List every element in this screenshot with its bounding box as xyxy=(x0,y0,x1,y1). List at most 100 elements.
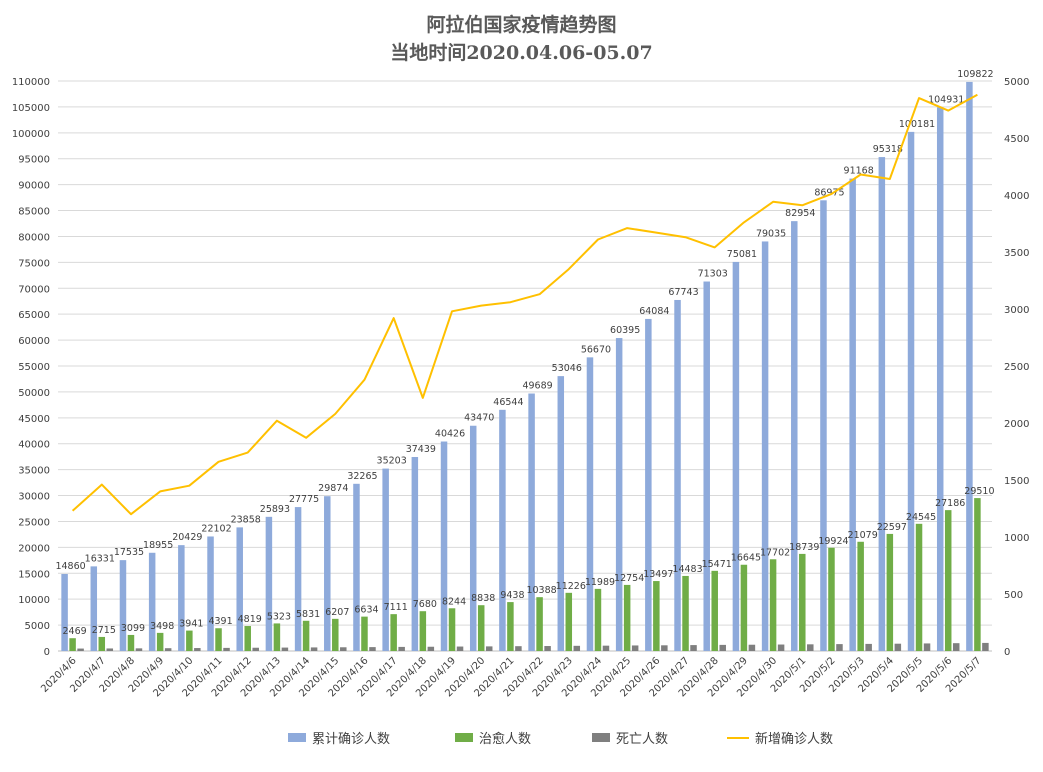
legend-label-new: 新增确诊人数 xyxy=(755,732,834,747)
legend-item-recovered: 治愈人数 xyxy=(455,728,531,747)
y-left-tick-label: 80000 xyxy=(18,232,50,243)
bar-deaths xyxy=(310,647,318,651)
data-label-recovered: 9438 xyxy=(500,590,524,601)
bar-recovered xyxy=(565,592,573,651)
bar-deaths xyxy=(719,644,726,651)
bar-total xyxy=(761,241,769,651)
data-label-recovered: 14483 xyxy=(672,564,702,575)
y-left-tick-label: 40000 xyxy=(18,440,50,451)
bar-total xyxy=(936,107,944,651)
bar-recovered xyxy=(361,616,368,651)
bar-total xyxy=(703,281,710,651)
data-label-recovered: 3498 xyxy=(150,621,174,632)
data-label-total: 43470 xyxy=(464,413,494,424)
bar-recovered xyxy=(419,611,427,651)
bar-total xyxy=(294,507,302,651)
data-label-recovered: 5323 xyxy=(267,611,291,622)
bar-deaths xyxy=(777,644,785,651)
bar-total xyxy=(440,441,448,651)
bar-total xyxy=(820,200,827,651)
legend-item-deaths: 死亡人数 xyxy=(592,728,668,747)
bar-total xyxy=(382,468,389,651)
line-new-cases xyxy=(71,93,978,516)
y-right-tick-label: 3000 xyxy=(1004,305,1029,316)
data-label-total: 56670 xyxy=(581,344,611,355)
bar-total xyxy=(528,393,535,651)
bar-recovered xyxy=(186,630,193,651)
data-label-recovered: 6634 xyxy=(354,605,378,616)
bar-recovered xyxy=(740,564,748,651)
bar-total xyxy=(557,376,565,651)
bar-recovered xyxy=(98,636,106,651)
bar-deaths xyxy=(894,643,902,651)
y-left-tick-label: 10000 xyxy=(18,595,50,606)
data-label-recovered: 18739 xyxy=(789,542,819,553)
bar-total xyxy=(586,357,594,651)
bar-total xyxy=(645,318,652,651)
data-label-total: 109822 xyxy=(957,69,993,80)
bar-recovered xyxy=(448,608,456,651)
bar-total xyxy=(61,573,68,651)
bar-total xyxy=(849,178,856,652)
bar-recovered xyxy=(215,628,222,651)
bar-total xyxy=(732,261,740,651)
data-label-total: 60395 xyxy=(610,325,640,336)
data-label-total: 53046 xyxy=(552,363,582,374)
data-label-recovered: 2715 xyxy=(92,625,116,636)
legend-label-deaths: 死亡人数 xyxy=(616,732,669,747)
chart-legend: 累计确诊人数 治愈人数 死亡人数 新增确诊人数 xyxy=(0,728,1043,752)
legend-swatch-deaths xyxy=(592,733,610,742)
y-right-tick-label: 4500 xyxy=(1004,134,1029,145)
y-right-tick-label: 2500 xyxy=(1004,362,1029,373)
data-label-recovered: 24545 xyxy=(906,512,936,523)
bar-total xyxy=(499,409,506,651)
data-label-recovered: 3941 xyxy=(179,619,203,630)
y-right-tick-label: 3500 xyxy=(1004,248,1029,259)
y-left-tick-label: 75000 xyxy=(18,258,50,269)
bar-total xyxy=(353,483,360,651)
y-right-tick-label: 4000 xyxy=(1004,191,1029,202)
data-label-total: 49689 xyxy=(522,381,552,392)
y-left-tick-label: 65000 xyxy=(18,310,50,321)
bar-deaths xyxy=(865,643,872,651)
bar-deaths xyxy=(398,646,405,651)
bar-total xyxy=(148,552,156,651)
data-label-total: 100181 xyxy=(899,119,935,130)
y-left-tick-label: 55000 xyxy=(18,362,50,373)
bar-recovered xyxy=(915,523,923,651)
bar-total xyxy=(178,545,185,651)
legend-swatch-recovered xyxy=(455,733,473,742)
data-label-recovered: 5831 xyxy=(296,609,320,620)
bar-deaths xyxy=(369,647,376,651)
bar-deaths xyxy=(223,647,230,651)
data-label-total: 20429 xyxy=(172,532,202,543)
data-label-recovered: 16645 xyxy=(731,553,761,564)
data-label-total: 22102 xyxy=(201,523,231,534)
y-left-tick-label: 70000 xyxy=(18,284,50,295)
bar-deaths xyxy=(923,643,931,651)
y-left-tick-label: 85000 xyxy=(18,207,50,218)
data-label-recovered: 17702 xyxy=(760,547,790,558)
data-label-total: 27775 xyxy=(289,494,319,505)
data-label-recovered: 12754 xyxy=(614,573,644,584)
bar-recovered xyxy=(390,614,397,651)
data-label-total: 91168 xyxy=(844,166,874,177)
bar-recovered xyxy=(682,575,689,651)
bar-deaths xyxy=(340,647,347,651)
data-label-recovered: 4391 xyxy=(208,616,232,627)
bar-total xyxy=(90,566,98,651)
bar-total xyxy=(907,131,915,652)
bar-recovered xyxy=(944,510,952,651)
data-label-total: 75081 xyxy=(727,249,757,260)
data-label-total: 18955 xyxy=(143,540,173,551)
y-left-tick-label: 95000 xyxy=(18,155,50,166)
data-label-total: 32265 xyxy=(347,471,377,482)
chart-title: 阿拉伯国家疫情趋势图 xyxy=(426,14,617,36)
chart-subtitle: 当地时间2020.04.06-05.07 xyxy=(390,42,653,64)
y-right-tick-label: 0 xyxy=(1004,647,1010,658)
bar-recovered xyxy=(974,498,981,651)
bar-total xyxy=(878,157,886,651)
data-label-recovered: 6207 xyxy=(325,607,349,618)
bar-recovered xyxy=(769,559,777,651)
